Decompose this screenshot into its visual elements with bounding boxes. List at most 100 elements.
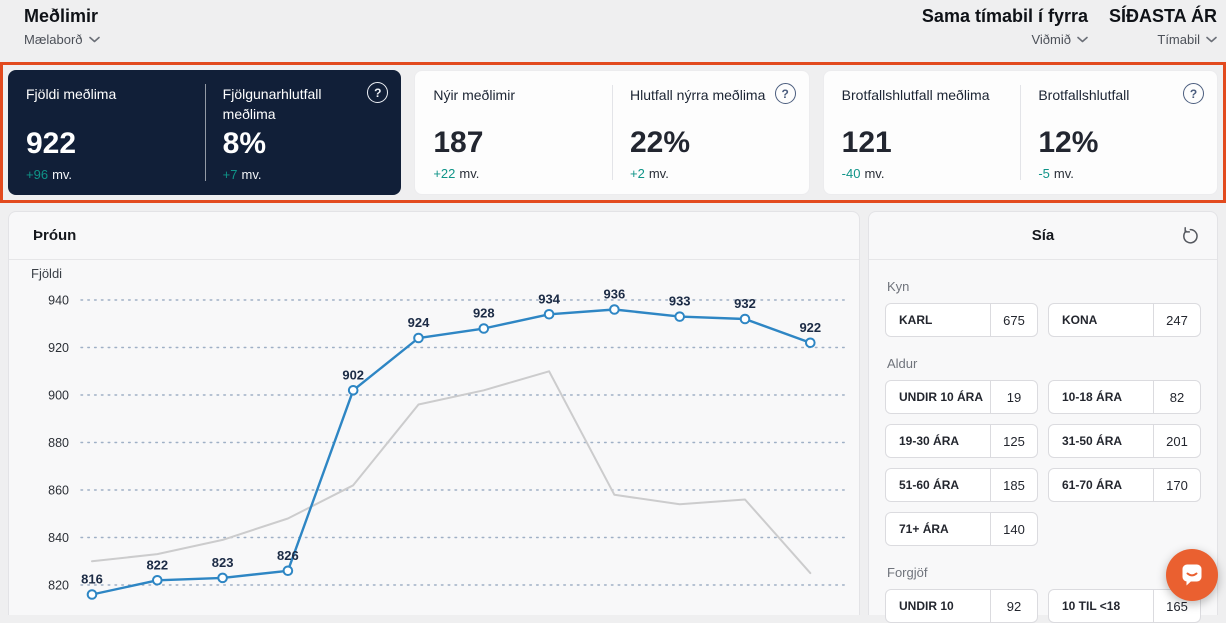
metric-label: Brotfallshlutfall meðlima <box>841 87 990 103</box>
chip-label: 10-18 ÁRA <box>1062 390 1123 404</box>
metric-label: Hlutfall nýrra meðlima <box>630 87 766 103</box>
delta-number: +96 <box>26 167 49 182</box>
chip-count: 140 <box>990 513 1037 545</box>
metric-delta: -5 mv. <box>1038 166 1201 181</box>
metric-value: 12% <box>1038 125 1099 159</box>
svg-text:820: 820 <box>48 579 69 593</box>
svg-text:840: 840 <box>48 531 69 545</box>
metric-new-member-rate: Hlutfall nýrra meðlima 22% +2 mv. <box>612 71 809 194</box>
chat-button[interactable] <box>1166 549 1218 601</box>
period-selector-label: Tímabil <box>1157 32 1200 47</box>
chip-count: 165 <box>1153 590 1200 622</box>
svg-text:860: 860 <box>48 484 69 498</box>
delta-suffix: mv. <box>459 166 480 181</box>
filter-chip[interactable]: UNDIR 10 ÁRA 19 <box>885 380 1038 414</box>
help-icon[interactable]: ? <box>774 83 796 104</box>
chip-label: KONA <box>1062 313 1098 327</box>
chat-bubble-icon <box>1182 564 1202 586</box>
filter-chip[interactable]: 61-70 ÁRA 170 <box>1048 468 1201 502</box>
delta-number: -40 <box>841 166 861 181</box>
filter-chip[interactable]: 19-30 ÁRA 125 <box>885 424 1038 458</box>
svg-text:880: 880 <box>48 436 69 450</box>
filter-chip[interactable]: 10-18 ÁRA 82 <box>1048 380 1201 414</box>
filter-chip[interactable]: 31-50 ÁRA 201 <box>1048 424 1201 458</box>
metric-delta: -40 mv. <box>842 166 1005 181</box>
page-title: Meðlimir <box>24 6 99 26</box>
dashboard-selector-label: Mælaborð <box>24 32 83 47</box>
comparison-selector[interactable]: Viðmið <box>922 32 1088 47</box>
filter-chip-grid: KARL 675 KONA 247 <box>885 303 1201 337</box>
delta-number: +2 <box>630 166 645 181</box>
chip-label: 51-60 ÁRA <box>899 478 960 492</box>
chip-label: 31-50 ÁRA <box>1062 434 1123 448</box>
svg-text:940: 940 <box>48 294 69 308</box>
filter-panel-title: Sía <box>1031 227 1055 244</box>
filter-chip[interactable]: KONA 247 <box>1048 303 1201 337</box>
svg-text:934: 934 <box>538 291 560 306</box>
filter-chip[interactable]: 71+ ÁRA 140 <box>885 512 1038 546</box>
metric-new-members: Nýir meðlimir 187 +22 mv. <box>415 71 612 194</box>
chip-label: 71+ ÁRA <box>899 522 949 536</box>
filter-chip[interactable]: 51-60 ÁRA 185 <box>885 468 1038 502</box>
period-value: SÍÐASTA ÁR <box>1109 6 1217 26</box>
metric-label: Brotfallshlutfall <box>1038 87 1130 103</box>
metric-delta: +22 mv. <box>433 166 596 181</box>
metric-member-count: Fjöldi meðlima 922 +96 mv. <box>8 70 205 195</box>
metric-delta: +2 mv. <box>630 166 793 181</box>
filter-sections: Kyn KARL 675 KONA 247 Aldur UNDIR 10 ÁRA 19 10-1… <box>869 279 1217 623</box>
metric-churn-rate: Brotfallshlutfall 12% -5 mv. <box>1020 71 1217 194</box>
delta-suffix: mv. <box>1053 166 1074 181</box>
svg-text:900: 900 <box>48 389 69 403</box>
metric-value: 8% <box>222 126 267 160</box>
filter-chip[interactable]: KARL 675 <box>885 303 1038 337</box>
chip-label: 10 TIL <18 <box>1062 599 1121 613</box>
help-icon[interactable]: ? <box>367 82 389 103</box>
reset-filters-button[interactable] <box>1179 225 1201 247</box>
chip-count: 82 <box>1153 381 1200 413</box>
filter-chip[interactable]: UNDIR 10 92 <box>885 589 1038 623</box>
metric-delta: +7 mv. <box>223 167 386 182</box>
filter-section-label: Aldur <box>887 356 918 371</box>
kpi-card-churn: Brotfallshlutfall meðlima 121 -40 mv. Bro… <box>822 70 1218 195</box>
chip-count: 19 <box>990 381 1037 413</box>
svg-text:816: 816 <box>81 572 103 587</box>
svg-text:823: 823 <box>212 555 234 570</box>
svg-text:936: 936 <box>604 287 626 302</box>
svg-text:922: 922 <box>799 320 821 335</box>
svg-text:933: 933 <box>669 294 691 309</box>
metric-value: 922 <box>26 126 77 160</box>
kpi-card-new-members: Nýir meðlimir 187 +22 mv. Hlutfall nýrra … <box>414 70 810 195</box>
chip-count: 185 <box>990 469 1037 501</box>
chip-count: 92 <box>990 590 1037 622</box>
filter-chip-grid: UNDIR 10 ÁRA 19 10-18 ÁRA 82 19-30 ÁRA 125 31-… <box>885 380 1201 546</box>
period-selector[interactable]: Tímabil <box>1109 32 1217 47</box>
chevron-down-icon <box>1206 36 1217 43</box>
kpi-highlight-border: Fjöldi meðlima 922 +96 mv. Fjölgunarhlutf… <box>0 62 1226 203</box>
reset-icon <box>1183 227 1198 244</box>
dashboard-selector[interactable]: Mælaborð <box>24 32 100 47</box>
filter-panel: Sía Kyn KARL 675 KONA 247 Aldur UNDIR 10 ÁRA 19… <box>868 211 1218 623</box>
delta-number: +22 <box>433 166 456 181</box>
metric-label: Fjölgunarhlutfall meðlima <box>222 86 322 122</box>
chip-count: 170 <box>1153 469 1200 501</box>
chart-panel-title: Þróun <box>33 227 77 244</box>
svg-text:822: 822 <box>146 557 168 572</box>
help-icon[interactable]: ? <box>1182 83 1204 104</box>
metric-label: Nýir meðlimir <box>433 87 515 103</box>
comparison-value: Sama tímabil í fyrra <box>921 6 1088 26</box>
delta-number: -5 <box>1038 166 1050 181</box>
comparison-selector-label: Viðmið <box>1031 32 1071 47</box>
chip-count: 201 <box>1153 425 1200 457</box>
chevron-down-icon <box>1077 36 1088 43</box>
svg-text:920: 920 <box>48 341 69 355</box>
filter-section-label: Forgjöf <box>887 565 928 580</box>
top-header: Meðlimir Mælaborð Sama tímabil í fyrra V… <box>0 0 1226 62</box>
metric-value: 187 <box>433 125 484 159</box>
chart-canvas: Fjöldi 940 920 900 880 860 840 820 816 822 823 826 9… <box>31 266 850 600</box>
chip-label: KARL <box>899 313 933 327</box>
chip-label: UNDIR 10 ÁRA <box>899 390 984 404</box>
svg-text:928: 928 <box>473 306 495 321</box>
metric-growth-rate: Fjölgunarhlutfall meðlima 8% +7 mv. <box>204 70 402 195</box>
metric-churn-count: Brotfallshlutfall meðlima 121 -40 mv. <box>824 71 1021 194</box>
